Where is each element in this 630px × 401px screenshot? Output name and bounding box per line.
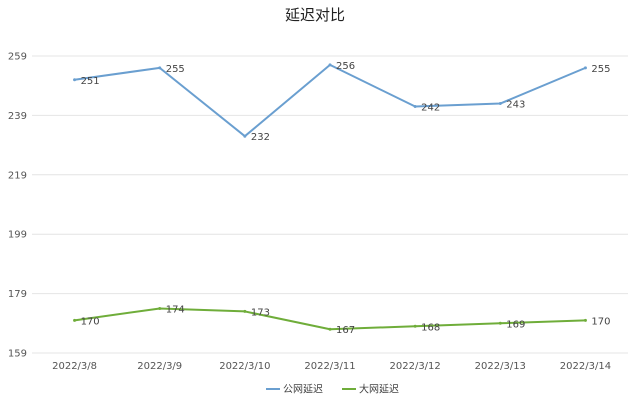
x-tick-label: 2022/3/8 [52, 361, 97, 372]
data-label: 169 [506, 319, 525, 330]
data-point [243, 309, 247, 313]
data-point [73, 318, 77, 322]
data-label: 243 [506, 100, 525, 111]
data-point [328, 327, 332, 331]
y-tick-label: 159 [8, 349, 27, 360]
data-point [73, 78, 77, 82]
chart-title: 延迟对比 [284, 6, 345, 24]
y-tick-label: 259 [8, 52, 27, 63]
data-point [158, 66, 162, 70]
data-point [583, 318, 587, 322]
x-tick-label: 2022/3/13 [475, 361, 526, 372]
data-label: 242 [421, 102, 440, 113]
data-label: 256 [336, 61, 355, 72]
data-label: 251 [81, 76, 100, 87]
data-point [413, 104, 417, 108]
data-label: 168 [421, 322, 440, 333]
data-point [158, 306, 162, 310]
data-label: 170 [81, 316, 100, 327]
data-label: 173 [251, 307, 270, 318]
legend-label: 公网延迟 [283, 383, 323, 396]
y-tick-label: 239 [8, 111, 27, 122]
x-tick-label: 2022/3/10 [219, 361, 270, 372]
data-label: 255 [166, 64, 185, 75]
y-tick-label: 179 [8, 289, 27, 300]
data-point [583, 66, 587, 70]
x-tick-label: 2022/3/9 [137, 361, 182, 372]
data-point [498, 321, 502, 325]
legend-label: 大网延迟 [359, 383, 399, 396]
data-label: 255 [591, 64, 610, 75]
data-point [498, 102, 502, 106]
data-label: 232 [251, 132, 270, 143]
data-label: 170 [591, 316, 610, 327]
y-tick-label: 219 [8, 170, 27, 181]
data-point [328, 63, 332, 67]
data-label: 174 [166, 304, 185, 315]
data-label: 167 [336, 325, 355, 336]
data-point [243, 134, 247, 138]
x-tick-label: 2022/3/12 [390, 361, 441, 372]
x-tick-label: 2022/3/11 [304, 361, 355, 372]
x-tick-label: 2022/3/14 [560, 361, 611, 372]
y-tick-label: 199 [8, 230, 27, 241]
data-point [413, 324, 417, 328]
